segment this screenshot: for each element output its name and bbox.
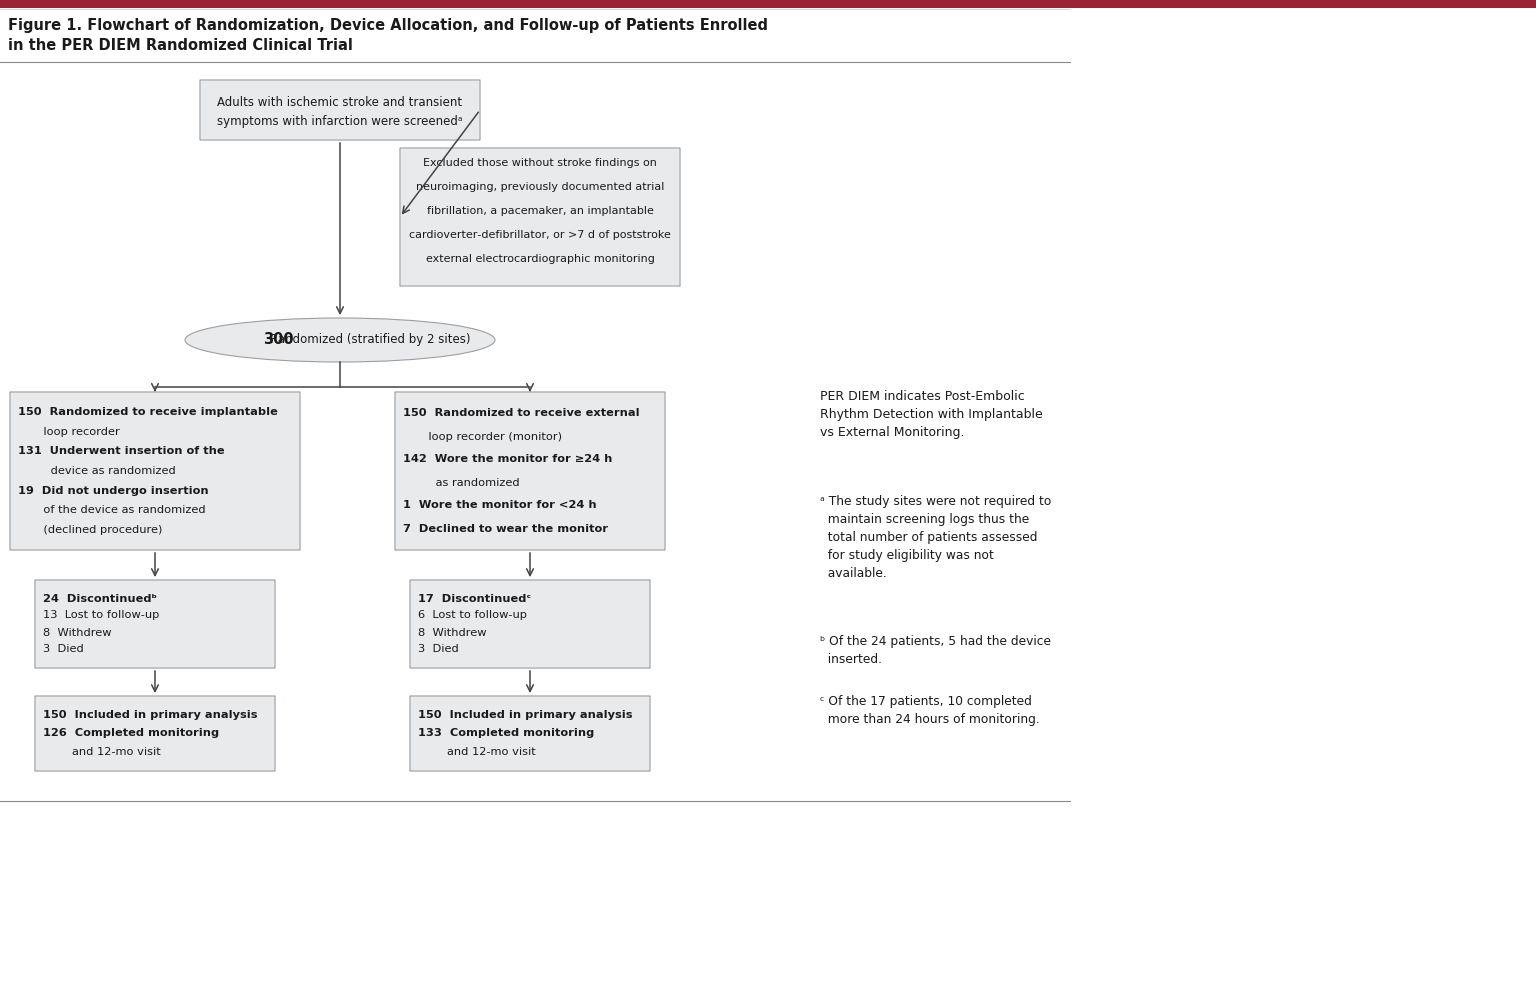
Text: neuroimaging, previously documented atrial: neuroimaging, previously documented atri… bbox=[416, 182, 664, 192]
Text: Adults with ischemic stroke and transient: Adults with ischemic stroke and transien… bbox=[218, 96, 462, 109]
Text: external electrocardiographic monitoring: external electrocardiographic monitoring bbox=[425, 254, 654, 264]
Text: loop recorder: loop recorder bbox=[18, 426, 120, 436]
Text: 13  Lost to follow-up: 13 Lost to follow-up bbox=[43, 610, 160, 620]
Text: loop recorder (monitor): loop recorder (monitor) bbox=[402, 431, 562, 441]
Text: ᵃ The study sites were not required to
  maintain screening logs thus the
  tota: ᵃ The study sites were not required to m… bbox=[820, 495, 1051, 580]
FancyBboxPatch shape bbox=[410, 580, 650, 668]
Text: 7  Declined to wear the monitor: 7 Declined to wear the monitor bbox=[402, 523, 608, 533]
FancyBboxPatch shape bbox=[35, 696, 275, 771]
Text: and 12-mo visit: and 12-mo visit bbox=[43, 747, 161, 757]
Text: 150  Randomized to receive external: 150 Randomized to receive external bbox=[402, 408, 639, 418]
Text: 17  Discontinuedᶜ: 17 Discontinuedᶜ bbox=[418, 593, 531, 603]
Text: 1  Wore the monitor for <24 h: 1 Wore the monitor for <24 h bbox=[402, 500, 596, 510]
Text: 300: 300 bbox=[263, 332, 293, 347]
Text: 19  Did not undergo insertion: 19 Did not undergo insertion bbox=[18, 486, 209, 495]
Text: fibrillation, a pacemaker, an implantable: fibrillation, a pacemaker, an implantabl… bbox=[427, 206, 653, 216]
Text: 3  Died: 3 Died bbox=[43, 645, 84, 655]
Text: symptoms with infarction were screenedᵃ: symptoms with infarction were screenedᵃ bbox=[217, 116, 462, 129]
Text: Excluded those without stroke findings on: Excluded those without stroke findings o… bbox=[422, 158, 657, 168]
Text: (declined procedure): (declined procedure) bbox=[18, 525, 163, 535]
Bar bbox=[0, 0, 1536, 8]
Text: 3  Died: 3 Died bbox=[418, 645, 459, 655]
Text: as randomized: as randomized bbox=[402, 478, 519, 488]
Text: ᵇ Of the 24 patients, 5 had the device
  inserted.: ᵇ Of the 24 patients, 5 had the device i… bbox=[820, 635, 1051, 666]
FancyBboxPatch shape bbox=[410, 696, 650, 771]
Text: PER DIEM indicates Post-Embolic
Rhythm Detection with Implantable
vs External Mo: PER DIEM indicates Post-Embolic Rhythm D… bbox=[820, 390, 1043, 439]
Text: Randomized (stratified by 2 sites): Randomized (stratified by 2 sites) bbox=[270, 333, 470, 346]
FancyBboxPatch shape bbox=[9, 392, 300, 550]
Text: 131  Underwent insertion of the: 131 Underwent insertion of the bbox=[18, 446, 224, 456]
Text: 150  Included in primary analysis: 150 Included in primary analysis bbox=[418, 710, 633, 720]
FancyBboxPatch shape bbox=[200, 80, 481, 140]
FancyBboxPatch shape bbox=[399, 148, 680, 286]
Text: 150  Randomized to receive implantable: 150 Randomized to receive implantable bbox=[18, 406, 278, 416]
Text: 8  Withdrew: 8 Withdrew bbox=[43, 627, 112, 638]
Text: device as randomized: device as randomized bbox=[18, 466, 175, 476]
Text: in the PER DIEM Randomized Clinical Trial: in the PER DIEM Randomized Clinical Tria… bbox=[8, 38, 353, 53]
Text: 133  Completed monitoring: 133 Completed monitoring bbox=[418, 729, 594, 739]
Text: 24  Discontinuedᵇ: 24 Discontinuedᵇ bbox=[43, 593, 157, 603]
Text: 142  Wore the monitor for ≥24 h: 142 Wore the monitor for ≥24 h bbox=[402, 455, 613, 465]
Text: 126  Completed monitoring: 126 Completed monitoring bbox=[43, 729, 220, 739]
Text: cardioverter‐defibrillator, or >7 d of poststroke: cardioverter‐defibrillator, or >7 d of p… bbox=[409, 230, 671, 240]
Ellipse shape bbox=[184, 318, 495, 362]
Text: 6  Lost to follow-up: 6 Lost to follow-up bbox=[418, 610, 527, 620]
Text: 8  Withdrew: 8 Withdrew bbox=[418, 627, 487, 638]
Text: and 12-mo visit: and 12-mo visit bbox=[418, 747, 536, 757]
FancyBboxPatch shape bbox=[35, 580, 275, 668]
Text: 150  Included in primary analysis: 150 Included in primary analysis bbox=[43, 710, 258, 720]
Text: Figure 1. Flowchart of Randomization, Device Allocation, and Follow-up of Patien: Figure 1. Flowchart of Randomization, De… bbox=[8, 18, 768, 33]
FancyBboxPatch shape bbox=[395, 392, 665, 550]
Text: ᶜ Of the 17 patients, 10 completed
  more than 24 hours of monitoring.: ᶜ Of the 17 patients, 10 completed more … bbox=[820, 695, 1040, 726]
Text: of the device as randomized: of the device as randomized bbox=[18, 505, 206, 515]
